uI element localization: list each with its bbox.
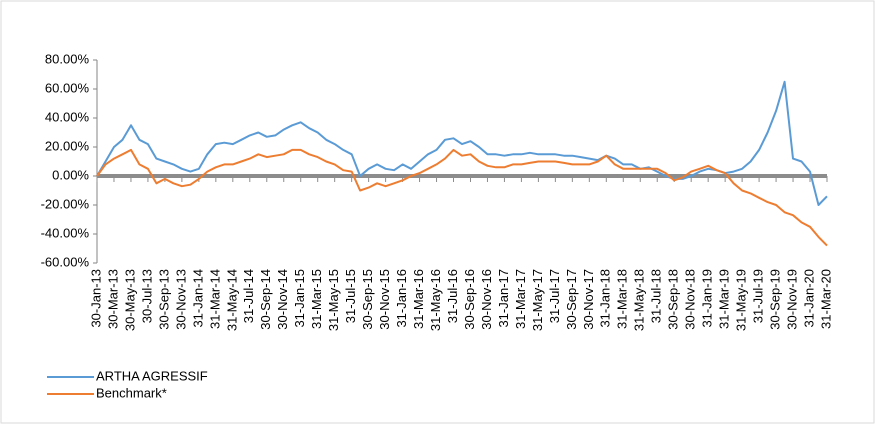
x-tick-label: 31-Jul-19 <box>751 269 766 323</box>
x-tick-label: 31-Jan-19 <box>700 269 715 328</box>
y-tick-label: 0.00% <box>52 167 89 182</box>
y-tick-label: 20.00% <box>45 138 90 153</box>
x-tick-label: 30-Sep-16 <box>462 269 477 330</box>
x-tick-label: 31-Jan-15 <box>292 269 307 328</box>
x-tick-label: 31-Mar-16 <box>411 269 426 329</box>
x-tick-label: 31-Mar-15 <box>309 269 324 329</box>
x-tick-label: 31-Jul-17 <box>547 269 562 323</box>
x-tick-label: 31-May-16 <box>428 269 443 331</box>
x-tick-label: 31-Jan-17 <box>496 269 511 328</box>
x-tick-label: 30-Nov-13 <box>173 269 188 330</box>
x-tick-label: 31-Jan-18 <box>598 269 613 328</box>
y-tick-label: -40.00% <box>41 225 90 240</box>
legend-label: Benchmark* <box>96 385 167 400</box>
y-tick-label: 60.00% <box>45 80 90 95</box>
x-tick-label: 30-Jul-13 <box>139 269 154 323</box>
y-tick-label: -20.00% <box>41 196 90 211</box>
x-tick-label: 31-Jan-14 <box>190 269 205 328</box>
x-tick-label: 30-Nov-14 <box>275 269 290 330</box>
series-line <box>96 80 828 206</box>
x-tick-label: 30-Nov-18 <box>683 269 698 330</box>
x-tick-label: 31-Mar-19 <box>717 269 732 329</box>
x-tick-label: 31-Jan-16 <box>394 269 409 328</box>
x-tick-label: 30-Sep-15 <box>360 269 375 330</box>
y-tick-label: 80.00% <box>45 51 90 66</box>
x-tick-label: 31-May-14 <box>224 269 239 331</box>
x-tick-label: 31-Jul-16 <box>445 269 460 323</box>
x-tick-label: 31-May-15 <box>326 269 341 331</box>
x-tick-label: 31-Mar-18 <box>615 269 630 329</box>
x-tick-label: 30-Sep-14 <box>258 269 273 330</box>
x-tick-label: 31-Mar-17 <box>513 269 528 329</box>
x-tick-label: 31-May-19 <box>734 269 749 331</box>
x-tick-label: 30-Sep-13 <box>156 269 171 330</box>
x-tick-label: 31-Jul-14 <box>241 269 256 323</box>
x-tick-label: 31-Jul-15 <box>343 269 358 323</box>
x-tick-label: 30-Mar-13 <box>105 269 120 329</box>
x-tick-label: 31-May-18 <box>632 269 647 331</box>
x-tick-label: 31-Jan-20 <box>801 269 816 328</box>
x-tick-label: 30-Nov-19 <box>784 269 799 330</box>
x-tick-label: 31-Jul-18 <box>649 269 664 323</box>
x-tick-label: 30-Nov-17 <box>581 269 596 330</box>
x-tick-label: 31-Mar-14 <box>207 269 222 329</box>
y-tick-label: -60.00% <box>41 254 90 269</box>
x-tick-label: 30-May-13 <box>122 269 137 331</box>
legend-label: ARTHA AGRESSIF <box>96 368 208 383</box>
y-tick-label: 40.00% <box>45 109 90 124</box>
x-tick-label: 31-Mar-20 <box>818 269 833 329</box>
x-tick-label: 30-Sep-18 <box>666 269 681 330</box>
x-tick-label: 31-May-17 <box>530 269 545 331</box>
x-tick-label: 30-Jan-13 <box>88 269 103 328</box>
x-tick-label: 30-Sep-19 <box>768 269 783 330</box>
x-tick-label: 30-Sep-17 <box>564 269 579 330</box>
series-line <box>96 148 828 247</box>
x-tick-label: 30-Nov-15 <box>377 269 392 330</box>
x-tick-label: 30-Nov-16 <box>479 269 494 330</box>
